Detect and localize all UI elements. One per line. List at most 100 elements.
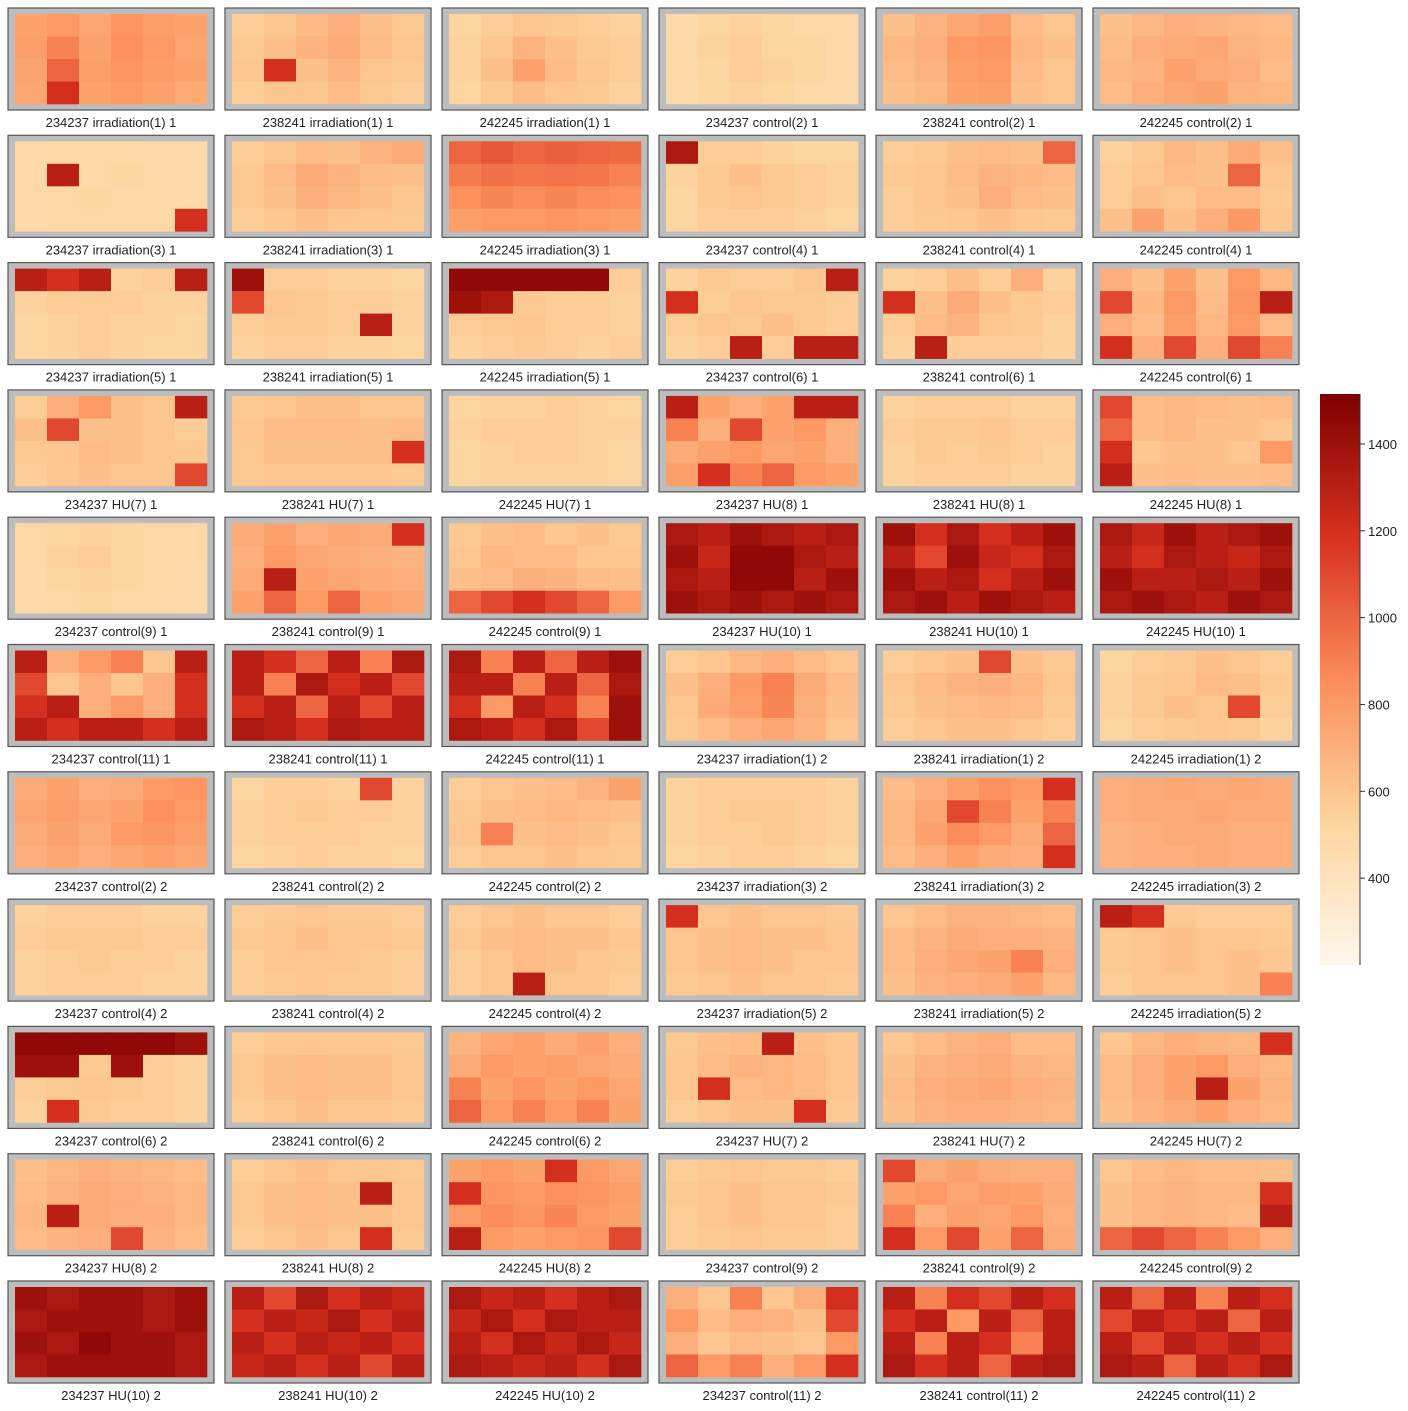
- heat-cell: [392, 695, 425, 719]
- heat-cell: [915, 208, 948, 232]
- heat-cell: [264, 568, 297, 591]
- heat-cell: [545, 1159, 578, 1183]
- heat-cell: [79, 59, 112, 82]
- heat-cell: [1043, 718, 1076, 741]
- heat-cell: [111, 1227, 144, 1250]
- heat-cell: [392, 163, 425, 187]
- heat-cell: [730, 463, 763, 487]
- heat-cell: [328, 1227, 361, 1250]
- heat-cell: [915, 1309, 948, 1333]
- heat-cell: [666, 163, 699, 187]
- heat-cell: [175, 208, 208, 232]
- heat-cell: [264, 695, 297, 719]
- heat-cell: [264, 590, 297, 614]
- heat-cell: [1196, 1309, 1229, 1333]
- heat-cell: [979, 545, 1012, 569]
- heat-cell: [79, 1287, 112, 1310]
- heat-cell: [577, 268, 610, 292]
- heat-cell: [577, 1332, 610, 1355]
- heat-cell: [143, 800, 176, 824]
- heat-cell: [698, 1182, 731, 1205]
- heat-cell: [15, 523, 48, 546]
- heat-cell: [15, 81, 48, 105]
- heat-cell: [1260, 186, 1293, 210]
- heat-cell: [1011, 1332, 1044, 1355]
- heat-cell: [577, 695, 610, 719]
- heat-cell: [545, 36, 578, 60]
- panel-label: 238241 irradiation(3) 2: [914, 879, 1045, 894]
- heat-cell: [111, 395, 144, 419]
- heat-cell: [296, 1204, 329, 1228]
- heat-cell: [513, 905, 546, 928]
- heat-cell: [328, 1204, 361, 1228]
- heat-cell: [79, 395, 112, 419]
- heat-cell: [1228, 590, 1261, 614]
- heat-cell: [1132, 1077, 1165, 1101]
- heat-cell: [609, 777, 642, 801]
- heat-cell: [1132, 1054, 1165, 1078]
- heat-cell: [883, 1354, 916, 1378]
- heat-cell: [698, 590, 731, 614]
- heat-cell: [143, 695, 176, 719]
- heat-cell: [1196, 1054, 1229, 1078]
- heat-cell: [47, 1227, 80, 1250]
- heat-cell: [1100, 395, 1133, 419]
- heat-cell: [232, 440, 265, 464]
- heat-cell: [883, 950, 916, 973]
- heat-cell: [762, 523, 795, 546]
- heat-cell: [175, 545, 208, 569]
- heat-cell: [979, 568, 1012, 591]
- heat-cell: [449, 336, 482, 359]
- heat-cell: [328, 418, 361, 442]
- heat-cell: [1196, 268, 1229, 292]
- heat-cell: [762, 800, 795, 824]
- heat-cell: [883, 927, 916, 951]
- heat-cell: [947, 1204, 980, 1228]
- heat-cell: [143, 1099, 176, 1123]
- heat-cell: [143, 291, 176, 314]
- heat-cell: [883, 673, 916, 696]
- heat-cell: [666, 523, 699, 546]
- heat-cell: [1132, 1099, 1165, 1123]
- heat-cell: [577, 545, 610, 569]
- heat-cell: [175, 440, 208, 464]
- heat-cell: [79, 336, 112, 359]
- heat-cell: [175, 1182, 208, 1205]
- heat-cell: [1043, 1309, 1076, 1333]
- heat-cell: [143, 268, 176, 292]
- heat-cell: [1228, 463, 1261, 487]
- heat-cell: [47, 81, 80, 105]
- heat-cell: [481, 972, 514, 996]
- heat-cell: [1228, 1354, 1261, 1378]
- heat-cell: [1011, 440, 1044, 464]
- heat-cell: [577, 1227, 610, 1250]
- heat-cell: [481, 673, 514, 696]
- heat-cell: [609, 545, 642, 569]
- heat-cell: [762, 440, 795, 464]
- heat-cell: [513, 1227, 546, 1250]
- heat-cell: [1043, 14, 1076, 37]
- heat-cell: [296, 1032, 329, 1056]
- heat-cell: [609, 14, 642, 37]
- heat-cell: [79, 36, 112, 60]
- heat-cell: [1100, 590, 1133, 614]
- heat-cell: [545, 291, 578, 314]
- heat-cell: [1228, 36, 1261, 60]
- heat-cell: [1100, 718, 1133, 741]
- heat-cell: [328, 695, 361, 719]
- heat-cell: [947, 972, 980, 996]
- heat-cell: [449, 905, 482, 928]
- heat-cell: [545, 822, 578, 846]
- heat-cell: [449, 568, 482, 591]
- heat-cell: [449, 1077, 482, 1101]
- heat-cell: [1043, 1227, 1076, 1250]
- heat-cell: [826, 59, 859, 82]
- heat-cell: [826, 1032, 859, 1056]
- heat-cell: [698, 1159, 731, 1183]
- heat-cell: [883, 1032, 916, 1056]
- heat-cell: [360, 568, 393, 591]
- heat-cell: [794, 927, 827, 951]
- panel-label: 238241 irradiation(3) 1: [263, 242, 394, 257]
- heat-cell: [392, 208, 425, 232]
- heat-cell: [1228, 822, 1261, 846]
